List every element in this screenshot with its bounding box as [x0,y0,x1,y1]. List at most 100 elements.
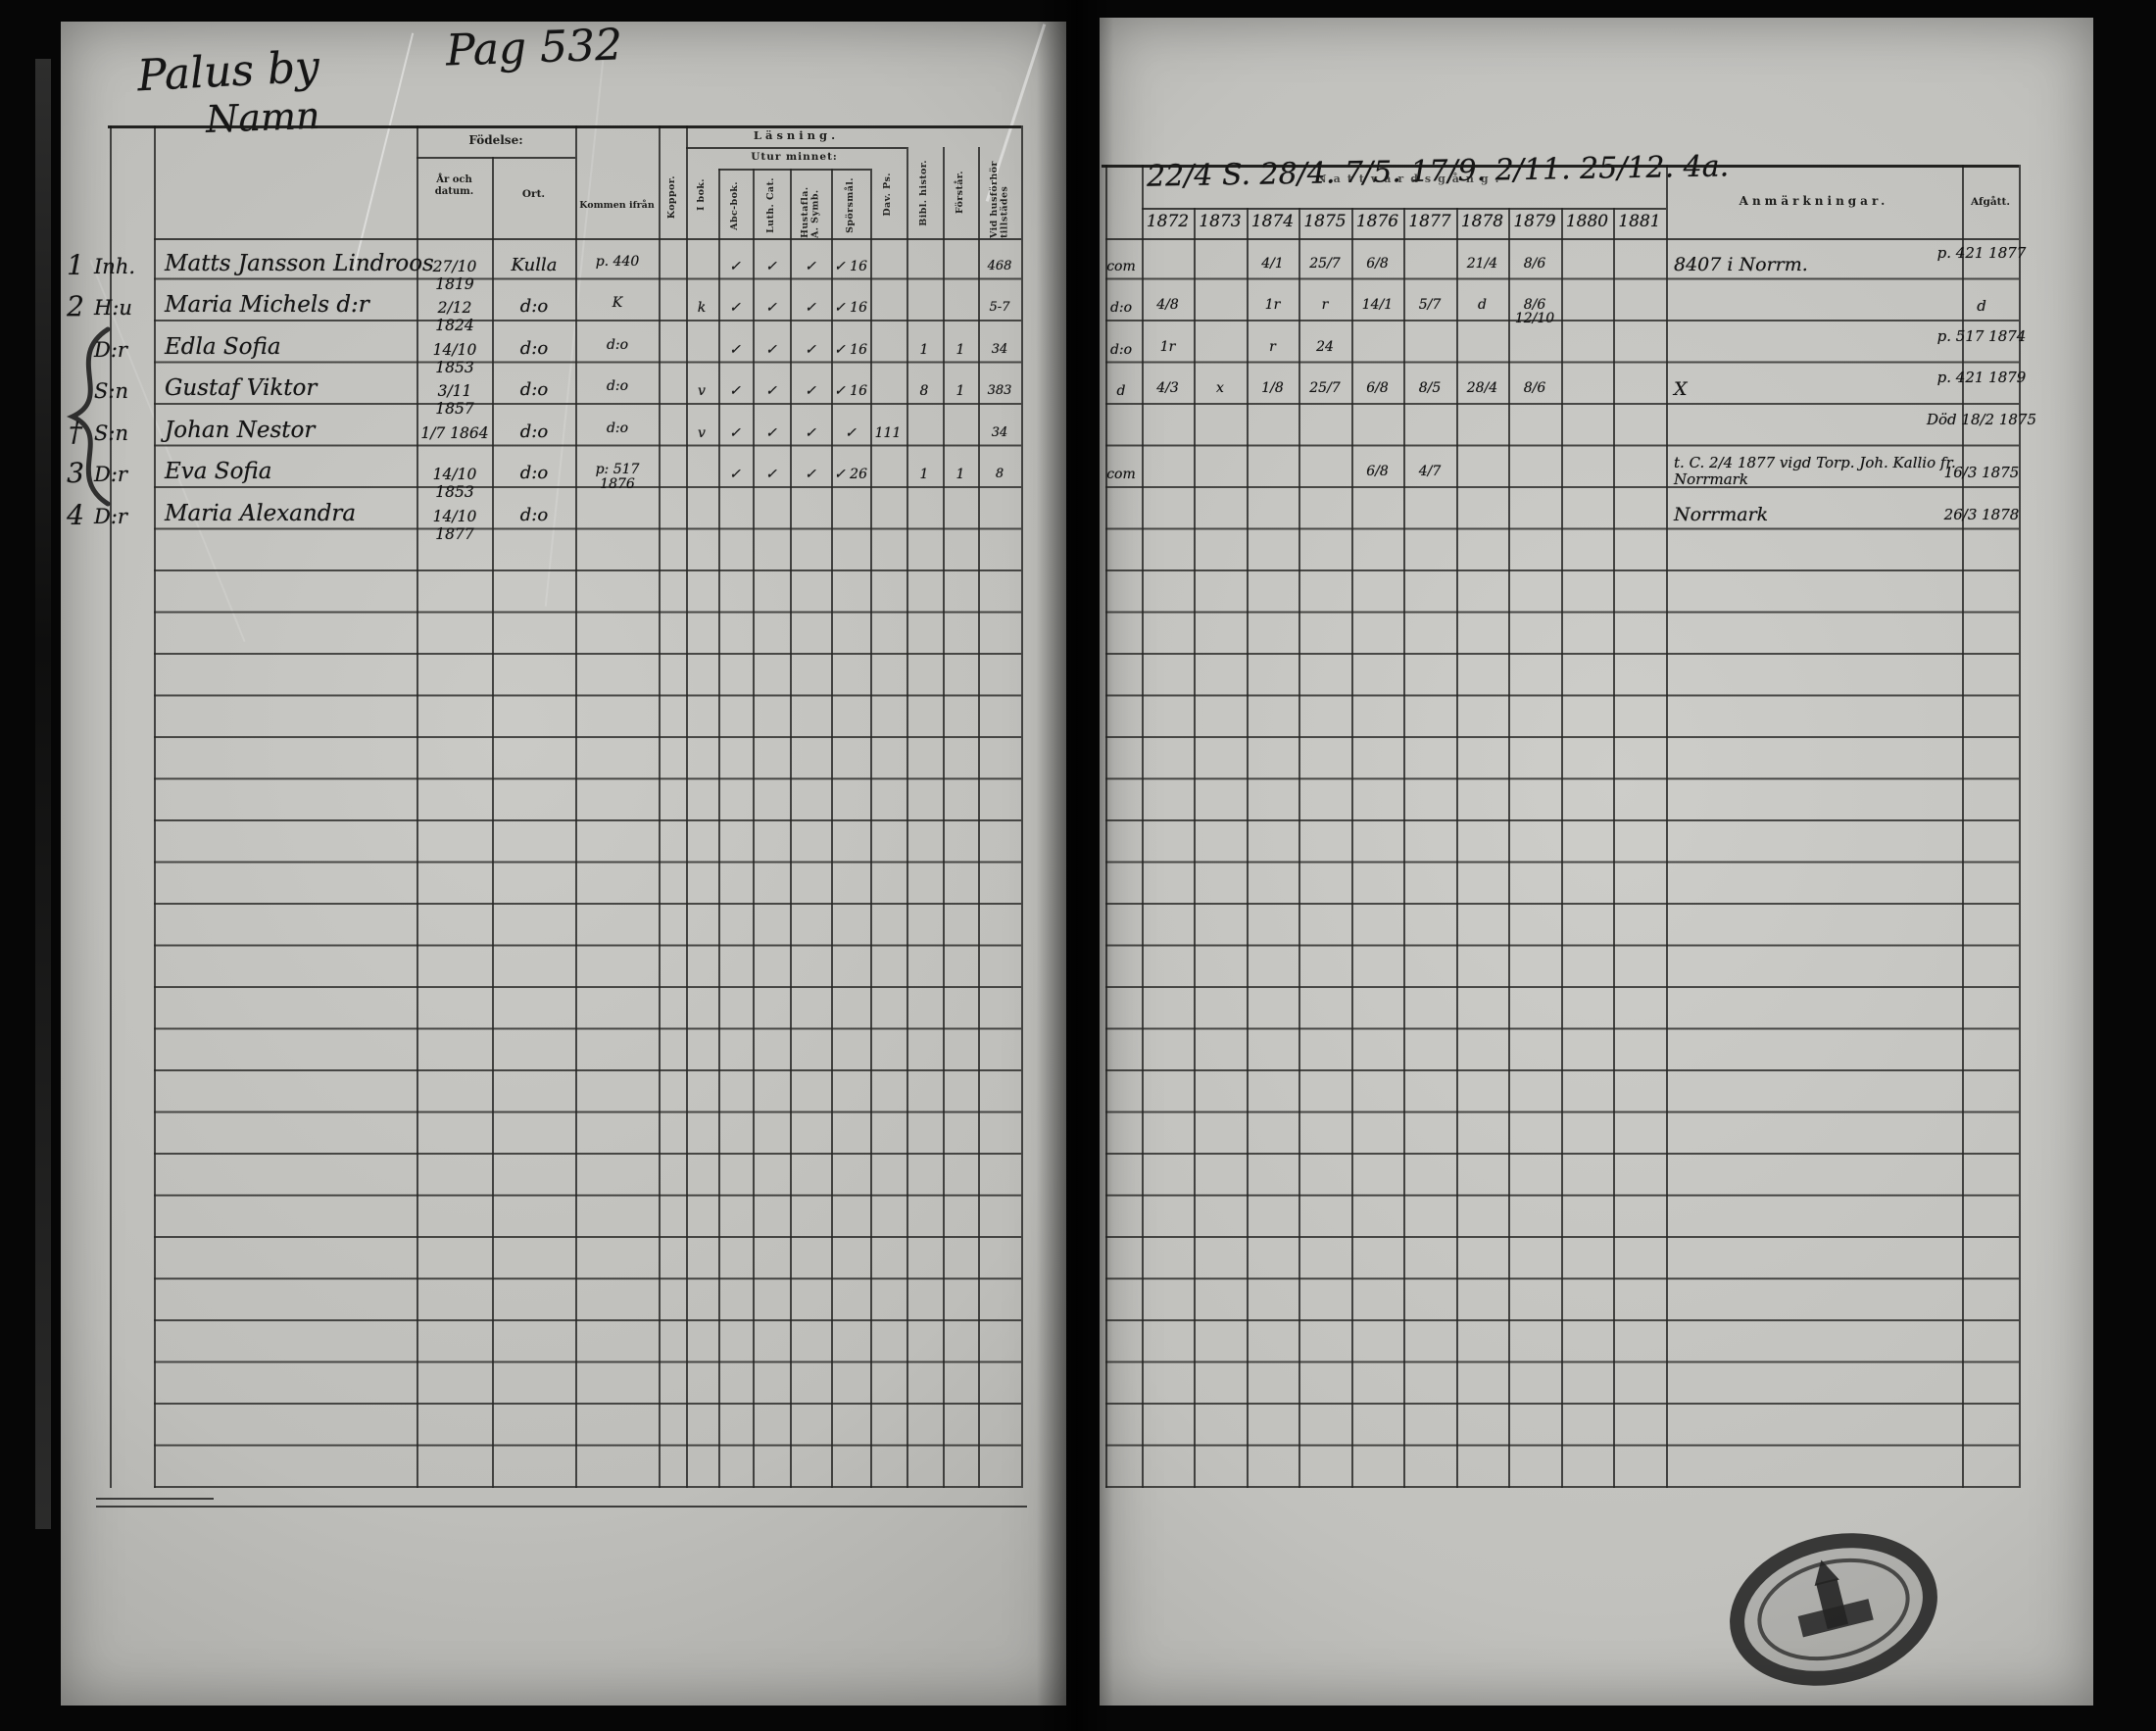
communion-date: 8/5 [1418,380,1442,396]
row-name: Maria Alexandra [165,500,357,526]
year-header-1880: 1880 [1565,212,1609,231]
grid-vline [416,125,418,1488]
reading-mark: ✓ [765,300,777,316]
reading-mark: ✓ [805,258,816,274]
communion-date: 8/6 12/10 [1514,297,1555,326]
reading-mark: 1 [919,467,929,482]
communion-row-prefix: com [1106,467,1136,482]
communion-date: 6/8 [1366,255,1389,272]
row-born: 14/10 1853 [432,466,477,501]
attendance-value: 468 [987,258,1012,273]
communion-printed-label: Nattvardsgång. [1316,173,1506,185]
bottom-margin-line [96,1498,214,1500]
grid-hline [416,157,575,159]
communion-date: 14/1 [1361,297,1394,313]
reading-mark: k [697,300,707,316]
departed-note: 16/3 1875 [1943,464,2020,481]
grid-vline [790,169,792,1488]
grid-hline [108,125,1021,128]
row-birthplace: d:o [519,463,549,483]
communion-date: r [1321,297,1329,313]
grid-hline [1105,238,2019,240]
grid-hline [686,147,906,149]
row-came-from: d:o [606,420,629,436]
row-relation: S:n [94,420,128,445]
remark-note: Norrmark [1674,503,1769,525]
grid-vline [870,169,872,1488]
grid-vline [831,169,833,1488]
grid-vline [2019,165,2021,1488]
grid-vline [1666,165,1668,1488]
grid-vline [1247,208,1249,1488]
row-birthplace: Kulla [511,254,558,275]
reading-mark: v [698,383,706,399]
reading-mark: 1 [956,467,965,482]
year-header-1873: 1873 [1199,212,1242,231]
remark-note: 8407 i Norrm. [1674,253,1808,275]
departed-note: d [1977,297,1986,315]
grid-vline [1613,208,1615,1488]
col-label-sporsmal: Spörsmål. [844,177,856,233]
row-margin-number: 1 [67,248,84,281]
communion-date: 6/8 [1366,380,1389,396]
margin-brace-icon [66,326,111,507]
attendance-value: 5-7 [989,300,1010,315]
departed-note: p. 421 1877 [1936,243,2027,262]
reading-mark: ✓ 26 [834,467,867,482]
row-birthplace: d:o [519,379,549,400]
year-header-1876: 1876 [1355,212,1399,231]
row-born: 2/12 1824 [435,299,474,334]
communion-date: r [1269,338,1276,355]
year-header-1878: 1878 [1460,212,1504,231]
communion-date: 4/3 [1156,380,1179,396]
reading-mark: ✓ [805,300,816,316]
row-born: 3/11 1857 [435,382,474,418]
departed-note: 26/3 1878 [1943,505,2020,523]
bottom-margin-line [96,1506,1027,1508]
row-came-from: K [612,295,623,311]
reading-group-label: Läsning. [753,128,840,142]
grid-hline [1102,165,2019,168]
grid-vline [943,147,945,1488]
reading-mark: ✓ [805,424,816,441]
attendance-value: 34 [991,424,1008,440]
communion-date: 21/4 [1466,255,1498,272]
reading-mark: ✓ 16 [834,300,867,316]
parish-stamp-icon [1730,1533,1937,1686]
row-born: 14/10 1853 [432,340,477,376]
page-number: Pag 532 [445,20,623,76]
row-margin-number: 3 [67,457,84,489]
grid-vline [1351,208,1353,1488]
grid-vline [718,169,720,1488]
communion-date: 4/8 [1156,297,1179,313]
departed-note: Död 18/2 1875 [1926,410,2037,428]
reading-mark: ✓ [729,258,741,274]
row-came-from: p. 440 [595,253,640,270]
grid-hline [154,238,1021,240]
col-label-vid-husforhor: Vid husförhör tillstädes [988,161,1009,238]
page-gutter-shadow [1037,0,1113,1731]
row-relation: D:r [94,337,127,362]
attendance-value: 34 [991,341,1008,357]
came-from-label: Kommen ifrån [579,200,655,211]
col-label-dav-ps: Dav. Ps. [882,173,894,217]
reading-mark: 111 [874,424,902,441]
communion-date: 1r [1264,297,1281,313]
row-relation: Inh. [94,254,136,278]
row-birthplace: d:o [519,296,549,317]
communion-date: 24 [1316,338,1334,355]
communion-date: 5/7 [1418,297,1442,313]
row-name: Matts Jansson Lindroos [165,250,434,276]
row-name: Edla Sofia [165,333,281,360]
row-name: Maria Michels d:r [165,292,369,318]
grid-vline [659,125,661,1488]
row-born: 14/10 1877 [432,507,477,543]
communion-date: x [1216,380,1224,396]
remark-note: t. C. 2/4 1877 vigd Torp. Joh. Kallio fr… [1674,454,1956,488]
smallpox-label: Koppor. [665,175,677,220]
year-header-1877: 1877 [1408,212,1451,231]
grid-vline [1508,208,1510,1488]
reading-mark: ✓ [765,341,777,358]
row-name: Eva Sofia [165,459,272,484]
grid-vline [1021,125,1023,1488]
